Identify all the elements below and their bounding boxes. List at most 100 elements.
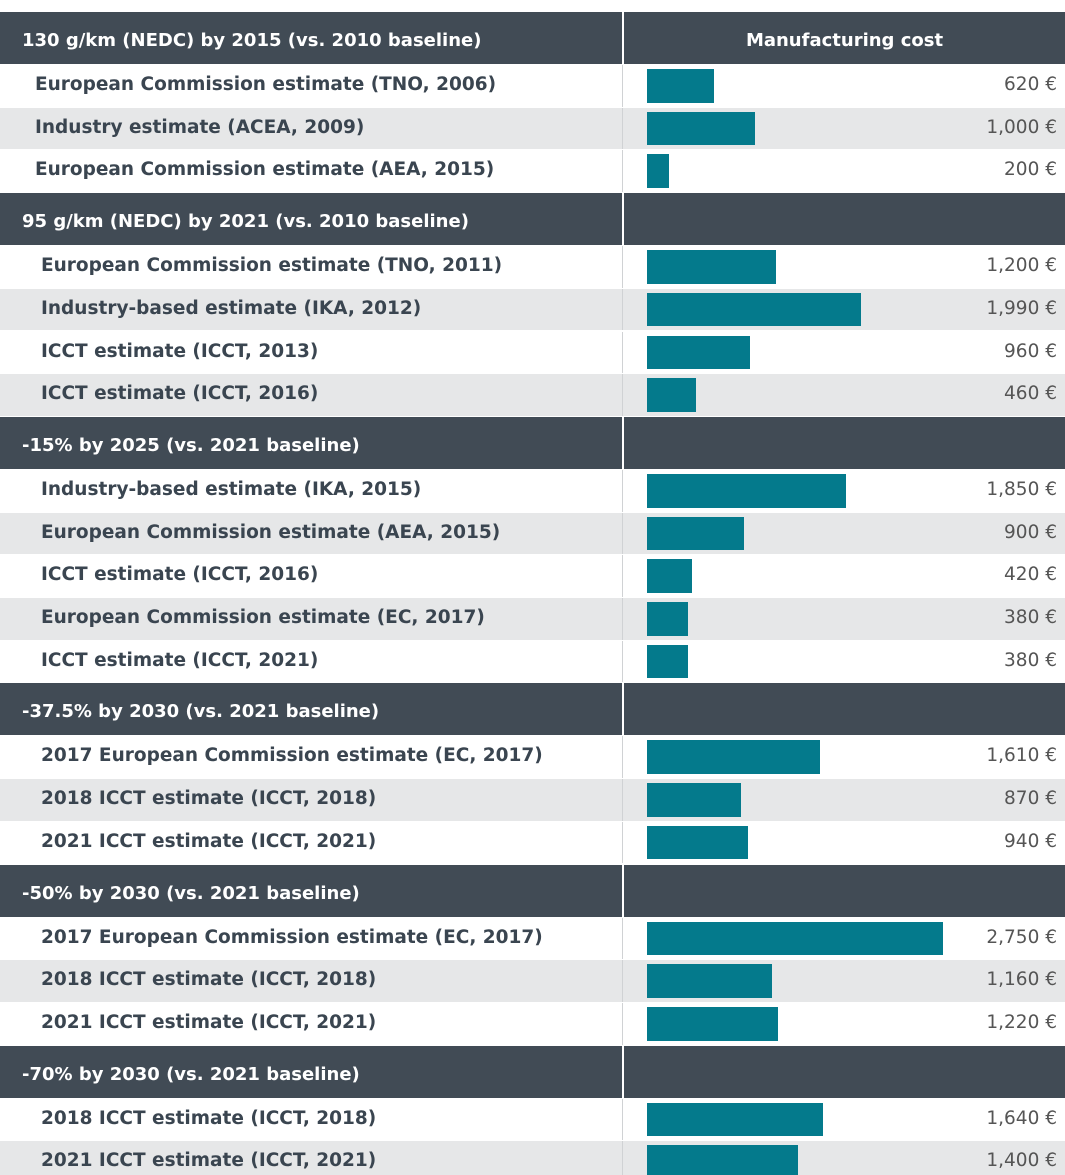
column-divider — [622, 640, 623, 683]
row-bg — [0, 640, 1065, 683]
bar — [647, 1145, 798, 1175]
column-divider — [622, 779, 623, 821]
row-bg — [0, 555, 1065, 597]
row-label: Industry estimate (ACEA, 2009) — [35, 116, 365, 138]
column-divider — [622, 1098, 623, 1141]
bar — [647, 1102, 824, 1137]
value-label: 1,640 € — [986, 1107, 1057, 1129]
row-label: European Commission estimate (TNO, 2006) — [35, 74, 497, 95]
column-divider — [622, 469, 623, 512]
row-label: European Commission estimate (AEA, 2015) — [35, 159, 495, 181]
column-divider — [622, 960, 623, 1002]
value-label: 1,400 € — [986, 1150, 1057, 1172]
value-label: 1,160 € — [986, 969, 1057, 991]
group-header-right — [624, 864, 1065, 917]
column-divider — [622, 246, 623, 288]
column-divider — [622, 150, 623, 193]
bar — [647, 69, 714, 103]
column-divider — [622, 331, 623, 374]
group-title: -15% by 2025 (vs. 2021 baseline) — [22, 434, 360, 456]
column-divider — [622, 374, 623, 416]
row-label: 2018 ICCT estimate (ICCT, 2018) — [41, 969, 377, 991]
value-label: 1,220 € — [986, 1011, 1057, 1033]
bar — [647, 473, 846, 508]
bar — [647, 559, 693, 593]
group-title: -70% by 2030 (vs. 2021 baseline) — [22, 1063, 360, 1085]
row-bg — [0, 469, 1065, 512]
column-divider — [622, 821, 623, 864]
bar — [647, 783, 741, 817]
row-label: ICCT estimate (ICCT, 2013) — [41, 340, 319, 362]
row-label: Industry-based estimate (IKA, 2012) — [41, 297, 422, 319]
row-label: European Commission estimate (AEA, 2015) — [41, 521, 501, 543]
value-label: 1,610 € — [986, 745, 1057, 767]
group-header-right — [624, 416, 1065, 469]
group-title: -37.5% by 2030 (vs. 2021 baseline) — [22, 701, 380, 723]
row-label: 2021 ICCT estimate (ICCT, 2021) — [41, 1011, 377, 1033]
row-label: Industry-based estimate (IKA, 2015) — [41, 478, 422, 500]
group-header-right — [624, 1045, 1065, 1098]
bar — [647, 602, 688, 636]
group-header-right — [624, 683, 1065, 736]
value-label: 900 € — [1004, 521, 1057, 543]
row-bg — [0, 65, 1065, 107]
row-bg — [0, 821, 1065, 864]
row-bg — [0, 512, 1065, 555]
row-label: 2017 European Commission estimate (EC, 2… — [41, 926, 543, 948]
column-divider — [622, 917, 623, 960]
row-label: 2021 ICCT estimate (ICCT, 2021) — [41, 1150, 377, 1172]
value-label: 1,990 € — [986, 297, 1057, 319]
value-label: 1,200 € — [986, 255, 1057, 277]
column-divider — [622, 598, 623, 640]
value-label: 380 € — [1004, 607, 1057, 628]
column-divider — [622, 288, 623, 331]
value-label: 460 € — [1004, 383, 1057, 405]
bar — [647, 1006, 779, 1041]
bar — [647, 516, 744, 551]
row-label: 2017 European Commission estimate (EC, 2… — [41, 745, 543, 767]
bar — [647, 250, 776, 284]
value-label: 870 € — [1004, 788, 1057, 810]
row-label: European Commission estimate (EC, 2017) — [41, 607, 485, 628]
row-label: European Commission estimate (TNO, 2011) — [41, 255, 503, 277]
value-label: 940 € — [1004, 830, 1057, 852]
column-divider — [622, 1002, 623, 1045]
row-bg — [0, 150, 1065, 193]
group-title: 130 g/km (NEDC) by 2015 (vs. 2010 baseli… — [22, 30, 482, 51]
value-label: 1,850 € — [986, 478, 1057, 500]
row-label: 2021 ICCT estimate (ICCT, 2021) — [41, 830, 377, 852]
row-bg — [0, 779, 1065, 821]
row-bg — [0, 1141, 1065, 1175]
bar — [647, 378, 697, 412]
bar — [647, 335, 751, 370]
bar — [647, 292, 861, 327]
row-bg — [0, 107, 1065, 150]
row-label: ICCT estimate (ICCT, 2021) — [41, 649, 319, 671]
column-divider — [622, 512, 623, 555]
row-bg — [0, 288, 1065, 331]
bar — [647, 825, 749, 860]
bar — [647, 154, 669, 189]
value-label: 200 € — [1004, 159, 1057, 181]
column-divider — [622, 1141, 623, 1175]
group-title: 95 g/km (NEDC) by 2021 (vs. 2010 baselin… — [22, 211, 469, 233]
bar — [647, 964, 772, 998]
column-divider — [622, 65, 623, 107]
row-bg — [0, 1098, 1065, 1141]
row-bg — [0, 1002, 1065, 1045]
bar — [647, 644, 688, 679]
column-divider — [622, 107, 623, 150]
column-divider — [622, 555, 623, 597]
row-bg — [0, 598, 1065, 640]
row-bg — [0, 331, 1065, 374]
column-divider — [622, 736, 623, 779]
row-label: 2018 ICCT estimate (ICCT, 2018) — [41, 788, 377, 810]
value-label: 420 € — [1004, 564, 1057, 586]
row-bg — [0, 960, 1065, 1002]
column-header: Manufacturing cost — [745, 30, 944, 51]
value-label: 1,000 € — [986, 116, 1057, 138]
row-bg — [0, 374, 1065, 416]
value-label: 2,750 € — [986, 926, 1057, 948]
row-bg — [0, 736, 1065, 779]
